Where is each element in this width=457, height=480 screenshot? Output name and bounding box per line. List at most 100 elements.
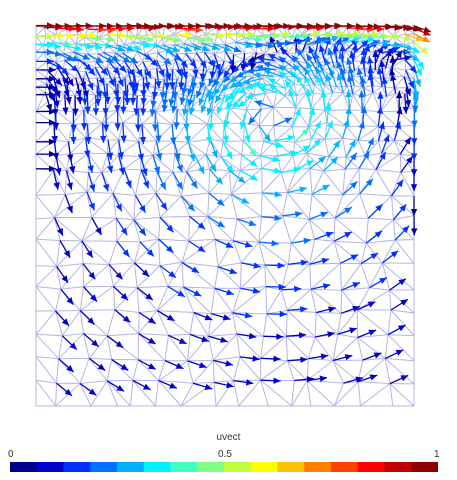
mesh-edge (332, 360, 345, 384)
mesh-edge (155, 192, 182, 197)
velocity-arrow (156, 60, 165, 78)
velocity-arrow (347, 74, 354, 95)
velocity-arrow (229, 170, 246, 184)
mesh-edge (155, 111, 173, 126)
mesh-edge (208, 313, 212, 337)
velocity-arrow (256, 55, 275, 63)
velocity-arrow (410, 196, 418, 216)
mesh-edge (357, 381, 361, 407)
velocity-arrow (232, 312, 253, 319)
mesh-edge (291, 126, 296, 143)
mesh-edge (375, 169, 392, 197)
mesh-edge (240, 155, 261, 172)
velocity-arrow (101, 172, 109, 192)
mesh-edge (264, 264, 282, 291)
velocity-arrow (139, 241, 155, 257)
mesh-edge (165, 62, 173, 70)
mesh-edge (322, 62, 326, 71)
velocity-arrow (267, 77, 286, 89)
mesh-edge (117, 83, 125, 94)
mesh-edge (155, 171, 158, 194)
velocity-arrow (44, 92, 53, 112)
mesh-edge (258, 241, 289, 265)
velocity-arrow (223, 62, 235, 79)
velocity-arrow (194, 155, 205, 175)
velocity-arrow (53, 78, 61, 99)
mesh-edge (133, 61, 144, 71)
velocity-arrow (287, 356, 308, 363)
mesh-edge (73, 51, 84, 63)
velocity-arrow (205, 154, 217, 173)
mesh-edge (94, 61, 97, 68)
mesh-edge (309, 264, 312, 290)
velocity-arrow (362, 352, 382, 361)
velocity-arrow (168, 334, 187, 345)
mesh-edge (262, 313, 268, 337)
mesh-edge (358, 140, 379, 142)
mesh-edge (206, 154, 221, 158)
velocity-arrow (241, 154, 258, 168)
velocity-arrow (208, 192, 225, 207)
mesh-edge (323, 156, 330, 172)
velocity-arrow (281, 285, 302, 293)
velocity-arrow (356, 67, 364, 88)
mesh-edge (86, 191, 114, 194)
velocity-arrow (411, 125, 418, 146)
velocity-arrow (389, 374, 409, 385)
mesh-edge (337, 313, 342, 335)
mesh-edge (82, 263, 110, 265)
mesh-edge (241, 27, 246, 39)
velocity-arrow (106, 380, 125, 392)
mesh-edge (106, 335, 113, 360)
velocity-arrow (309, 155, 327, 170)
velocity-arrow (156, 45, 174, 54)
mesh-edge (394, 239, 415, 264)
mesh-edge (372, 92, 382, 112)
mesh-edge (122, 122, 139, 142)
velocity-arrow (216, 95, 226, 115)
mesh-edge (138, 141, 154, 156)
mesh-edge (213, 356, 240, 361)
mesh-edge (386, 92, 396, 98)
mesh-edge (137, 359, 159, 381)
velocity-arrow (63, 52, 80, 62)
velocity-arrow (239, 355, 260, 362)
velocity-arrow (88, 357, 106, 372)
velocity-arrow (336, 73, 344, 93)
velocity-arrow (137, 359, 157, 370)
mesh-edge (136, 287, 158, 311)
mesh-edge (264, 91, 278, 94)
velocity-arrow (155, 140, 163, 161)
mesh-edge (214, 44, 226, 55)
mesh-edge (144, 95, 154, 98)
mesh-edge (83, 333, 90, 359)
mesh-edge (357, 140, 366, 157)
mesh-edge (291, 380, 308, 407)
mesh-edge (195, 154, 207, 157)
colorbar-segment (10, 462, 38, 472)
velocity-arrow (364, 137, 375, 157)
mesh-edge (62, 333, 84, 337)
mesh-edge (324, 139, 330, 158)
mesh-edge (274, 60, 276, 70)
mesh-edge (223, 51, 226, 62)
mesh-edge (209, 168, 230, 172)
velocity-arrow (108, 264, 123, 280)
velocity-arrow (135, 111, 142, 132)
velocity-arrow (365, 230, 383, 244)
mesh-edge (133, 192, 157, 220)
mesh-edge (345, 168, 360, 170)
mesh-edge (285, 336, 288, 361)
mesh-edge (277, 51, 288, 56)
mesh-edge (35, 122, 55, 143)
mesh-edge (260, 92, 266, 110)
mesh-edge (391, 195, 415, 216)
mesh-edge (35, 333, 63, 337)
velocity-arrow (187, 141, 196, 162)
velocity-arrow (140, 169, 150, 189)
mesh-edge (230, 170, 241, 195)
mesh-edge (381, 75, 393, 88)
mesh-edge (233, 62, 238, 68)
mesh-edge (356, 309, 389, 336)
mesh-edge (256, 28, 264, 36)
